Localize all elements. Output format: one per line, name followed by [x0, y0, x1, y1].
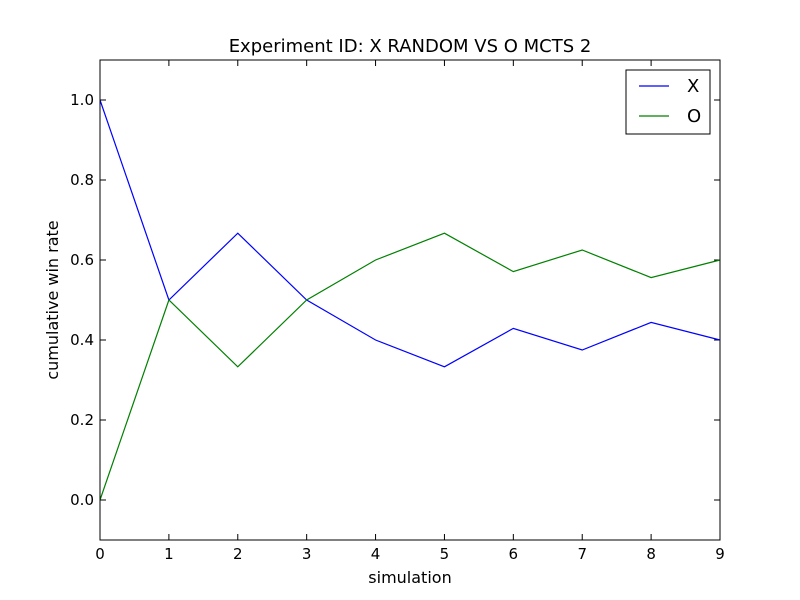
x-tick-label: 0	[95, 545, 105, 563]
y-tick-label: 1.0	[70, 91, 94, 109]
y-tick-label: 0.2	[70, 411, 94, 429]
y-tick-label: 0.4	[70, 331, 94, 349]
x-tick-label: 2	[233, 545, 243, 563]
x-tick-label: 4	[371, 545, 381, 563]
plot-frame	[99, 59, 721, 541]
x-tick-label: 1	[164, 545, 174, 563]
y-tick-label: 0.0	[70, 491, 94, 509]
legend-label-x: X	[687, 76, 699, 97]
x-tick-label: 9	[715, 545, 725, 563]
chart-title: Experiment ID: X RANDOM VS O MCTS 2	[229, 36, 592, 57]
x-axis-label: simulation	[368, 568, 451, 587]
legend-label-o: O	[687, 106, 701, 127]
y-tick-label: 0.6	[70, 251, 94, 269]
y-axis-label: cumulative win rate	[43, 220, 62, 379]
x-tick-label: 3	[302, 545, 312, 563]
series-line-o	[99, 232, 721, 501]
x-tick-label: 8	[646, 545, 656, 563]
y-tick-label: 0.8	[70, 171, 94, 189]
legend-box	[625, 69, 711, 135]
series-line-x	[99, 99, 721, 368]
legend: X O	[625, 69, 711, 135]
axis-ticks: 0 1 2 3 4 5 6 7 8 9 0.0 0.2 0.4 0.6 0.8 1.0	[70, 60, 725, 563]
x-tick-label: 5	[440, 545, 450, 563]
series-lines	[99, 99, 721, 501]
x-tick-label: 7	[577, 545, 587, 563]
x-tick-label: 6	[509, 545, 519, 563]
